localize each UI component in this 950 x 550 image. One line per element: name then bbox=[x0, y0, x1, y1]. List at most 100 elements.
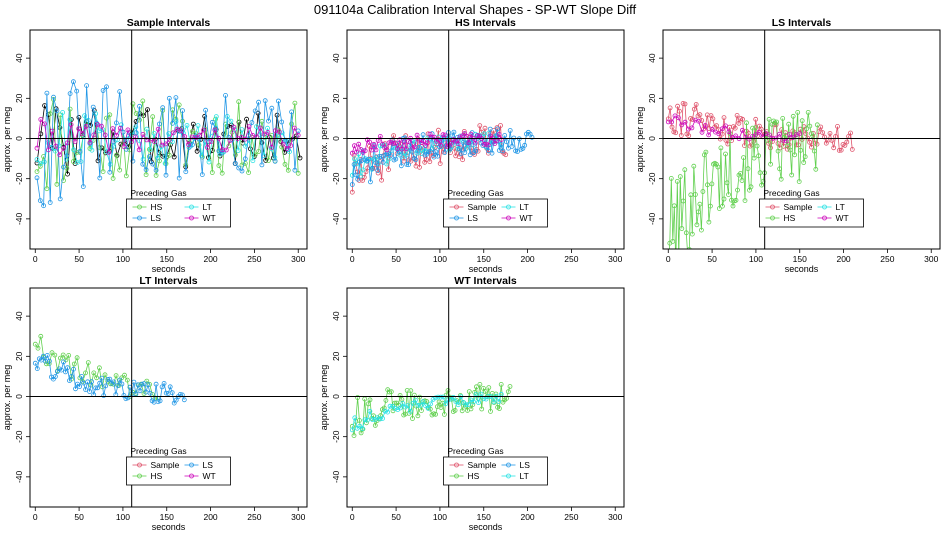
data-point bbox=[383, 397, 389, 403]
data-point bbox=[799, 118, 805, 124]
data-point bbox=[689, 231, 695, 237]
data-point bbox=[811, 148, 817, 154]
data-point bbox=[410, 416, 415, 421]
data-point bbox=[723, 123, 728, 129]
data-point bbox=[279, 130, 285, 136]
series-group bbox=[32, 333, 187, 406]
data-point bbox=[676, 115, 681, 121]
data-point bbox=[61, 178, 66, 183]
data-point bbox=[795, 110, 801, 115]
data-point bbox=[686, 255, 690, 259]
data-point bbox=[503, 152, 509, 158]
data-point bbox=[169, 390, 175, 396]
data-point bbox=[223, 147, 229, 153]
data-point bbox=[203, 107, 209, 113]
data-point bbox=[114, 132, 119, 138]
data-point bbox=[242, 156, 248, 162]
data-point bbox=[83, 387, 88, 392]
data-point bbox=[675, 103, 680, 109]
data-point bbox=[206, 159, 212, 165]
data-point bbox=[460, 399, 466, 405]
y-tick-label: 0 bbox=[14, 136, 24, 141]
data-point bbox=[115, 382, 121, 388]
data-point bbox=[796, 179, 802, 185]
data-point bbox=[89, 379, 94, 385]
data-point bbox=[429, 134, 435, 140]
data-point bbox=[60, 110, 65, 115]
legend-label: LT bbox=[520, 471, 529, 481]
y-tick-label: 20 bbox=[331, 351, 341, 361]
data-point bbox=[392, 400, 398, 406]
data-point bbox=[34, 366, 40, 372]
data-point bbox=[751, 155, 757, 161]
data-point bbox=[679, 122, 685, 128]
data-point bbox=[137, 103, 142, 109]
data-point bbox=[387, 389, 392, 395]
legend-label: LT bbox=[836, 202, 845, 212]
data-point bbox=[699, 227, 704, 233]
legend-box bbox=[126, 198, 231, 228]
data-point bbox=[71, 147, 76, 153]
data-point bbox=[453, 399, 459, 404]
data-point bbox=[212, 127, 218, 133]
data-point bbox=[803, 131, 809, 137]
legend-label: LT bbox=[203, 202, 212, 212]
data-point bbox=[180, 118, 185, 124]
data-point bbox=[498, 123, 503, 128]
legend: Preceding Gas HS LT LS WT bbox=[126, 188, 231, 228]
data-point bbox=[403, 146, 409, 152]
y-tick-label: 20 bbox=[647, 93, 657, 103]
data-point bbox=[76, 115, 82, 120]
data-point bbox=[756, 129, 762, 135]
data-point bbox=[805, 110, 811, 115]
data-point bbox=[213, 114, 219, 119]
data-point bbox=[44, 90, 50, 96]
x-tick-label: 250 bbox=[880, 254, 894, 264]
data-point bbox=[438, 405, 444, 410]
data-point bbox=[775, 148, 781, 154]
data-point bbox=[174, 126, 180, 132]
data-point bbox=[161, 380, 167, 386]
data-point bbox=[715, 164, 721, 170]
legend-swatch-point bbox=[770, 215, 775, 221]
legend-swatch-point bbox=[137, 473, 142, 479]
data-point bbox=[71, 79, 76, 85]
data-point bbox=[32, 360, 38, 366]
data-point bbox=[399, 146, 405, 152]
data-point bbox=[365, 165, 371, 171]
data-point bbox=[677, 108, 682, 114]
data-point bbox=[173, 95, 179, 100]
data-point bbox=[477, 123, 483, 128]
data-point bbox=[235, 148, 241, 153]
figure-title: 091104a Calibration Interval Shapes - SP… bbox=[314, 2, 637, 17]
chart-panel-3: LT Intervals 0 50 100 150 200 250 300 -40 -20 0 20 4… bbox=[2, 275, 308, 532]
data-point bbox=[352, 415, 358, 421]
legend-title: Preceding Gas bbox=[130, 188, 186, 198]
data-point bbox=[393, 156, 399, 162]
data-point bbox=[391, 133, 397, 139]
data-point bbox=[398, 163, 404, 169]
data-point bbox=[381, 405, 387, 411]
data-point bbox=[194, 148, 200, 154]
data-point bbox=[807, 123, 813, 129]
data-point bbox=[236, 165, 242, 171]
legend-swatch-point bbox=[189, 462, 194, 468]
data-point bbox=[44, 361, 49, 367]
data-point bbox=[780, 116, 786, 121]
data-point bbox=[440, 400, 446, 406]
series-line-hs bbox=[669, 112, 818, 249]
data-point bbox=[275, 98, 281, 104]
data-point bbox=[125, 127, 131, 133]
data-point bbox=[750, 125, 755, 131]
x-tick-label: 50 bbox=[74, 512, 84, 522]
data-point bbox=[292, 100, 298, 106]
data-point bbox=[153, 167, 159, 173]
data-point bbox=[117, 167, 123, 173]
x-tick-label: 150 bbox=[160, 512, 174, 522]
data-point bbox=[130, 101, 136, 107]
data-point bbox=[93, 111, 98, 117]
data-point bbox=[674, 178, 680, 184]
data-point bbox=[400, 401, 406, 406]
data-point bbox=[719, 131, 725, 137]
x-tick-label: 200 bbox=[203, 254, 217, 264]
